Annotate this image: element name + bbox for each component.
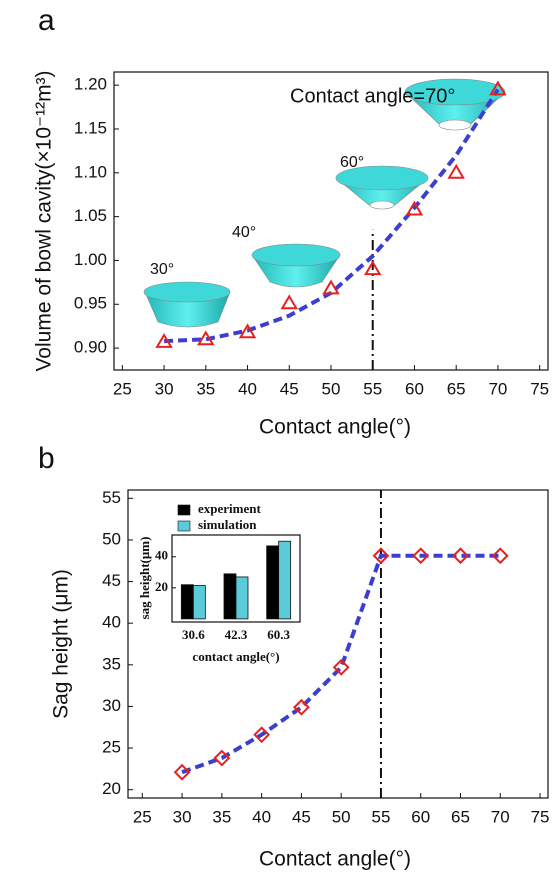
bar	[266, 545, 280, 620]
data-point	[405, 200, 424, 216]
y-axis-label: sag height(μm)	[137, 537, 152, 620]
x-tick-label: 55	[363, 379, 382, 398]
y-tick-label: 0.95	[74, 294, 107, 313]
data-point	[197, 330, 215, 346]
fit-line	[181, 553, 501, 775]
y-tick-label: 40	[155, 548, 168, 563]
y-tick-label: 20	[155, 579, 168, 594]
x-tick-label: 30.6	[182, 627, 205, 642]
bar	[278, 540, 292, 620]
x-tick-label: 40	[252, 807, 271, 826]
data-point	[447, 163, 465, 179]
data-point	[322, 279, 340, 295]
x-axis-label: Contact angle(°)	[259, 416, 411, 439]
y-tick-label: 1.10	[74, 162, 107, 181]
data-point	[280, 294, 299, 310]
x-tick-label: 25	[113, 379, 132, 398]
y-axis-label: Volume of bowl cavity(×10⁻¹²m³)	[33, 70, 56, 371]
x-axis-label: Contact angle(°)	[259, 848, 411, 871]
bar	[235, 576, 249, 620]
annotation: 30°	[150, 261, 174, 278]
plot-frame	[171, 534, 301, 623]
data-point	[238, 323, 257, 339]
panel-label: b	[38, 442, 55, 475]
x-tick-label: 70	[488, 379, 507, 398]
data-point	[363, 260, 382, 276]
data-point	[292, 698, 310, 716]
legend-label: experiment	[198, 501, 261, 516]
y-tick-label: 1.20	[74, 75, 107, 94]
y-tick-label: 25	[102, 738, 121, 757]
x-tick-label: 30	[155, 379, 174, 398]
x-tick-label: 30	[173, 807, 192, 826]
data-point	[412, 547, 430, 565]
bar	[223, 573, 237, 620]
annotation: Contact angle=70°	[290, 85, 455, 107]
annotation: 60°	[340, 154, 364, 171]
y-tick-label: 35	[102, 654, 121, 673]
y-tick-label: 0.90	[74, 338, 107, 357]
x-tick-label: 40	[238, 379, 257, 398]
x-tick-label: 35	[212, 807, 231, 826]
x-tick-label: 35	[196, 379, 215, 398]
x-tick-label: 55	[371, 807, 390, 826]
data-point	[213, 749, 231, 767]
legend-label: simulation	[198, 517, 257, 532]
y-tick-label: 45	[102, 571, 121, 590]
data-point	[173, 763, 191, 781]
x-tick-label: 25	[133, 807, 152, 826]
data-point	[155, 332, 173, 348]
data-point	[452, 547, 469, 565]
data-point	[489, 80, 507, 96]
x-tick-label: 60	[405, 379, 424, 398]
x-tick-label: 75	[530, 379, 549, 398]
x-tick-label: 45	[292, 807, 311, 826]
data-point	[332, 658, 350, 676]
x-tick-label: 50	[332, 807, 351, 826]
x-tick-label: 42.3	[225, 627, 248, 642]
legend-swatch	[177, 520, 191, 532]
y-tick-label: 30	[102, 696, 121, 715]
bar	[192, 585, 206, 620]
annotation: 40°	[232, 224, 256, 241]
x-tick-label: 65	[447, 379, 466, 398]
bar	[180, 584, 194, 620]
x-axis-label: contact angle(°)	[192, 649, 279, 664]
legend-swatch	[177, 504, 191, 516]
data-point	[253, 726, 271, 744]
data-point	[491, 547, 509, 565]
x-tick-label: 70	[491, 807, 510, 826]
x-tick-label: 75	[531, 807, 550, 826]
data-point	[372, 547, 390, 565]
y-tick-label: 40	[102, 613, 121, 632]
y-tick-label: 1.15	[74, 118, 107, 137]
y-tick-label: 1.00	[74, 250, 107, 269]
y-tick-label: 50	[102, 529, 121, 548]
x-tick-label: 65	[451, 807, 470, 826]
bowl-images	[143, 78, 506, 328]
x-tick-label: 45	[280, 379, 299, 398]
x-tick-label: 60.3	[267, 627, 290, 642]
x-tick-label: 60	[411, 807, 430, 826]
y-tick-label: 55	[102, 488, 121, 507]
panel-label: a	[38, 4, 55, 37]
y-tick-label: 1.05	[74, 206, 107, 225]
x-tick-label: 50	[322, 379, 341, 398]
y-axis-label: Sag height (μm)	[50, 569, 73, 719]
y-tick-label: 20	[102, 779, 121, 798]
plot-frame	[127, 489, 549, 799]
